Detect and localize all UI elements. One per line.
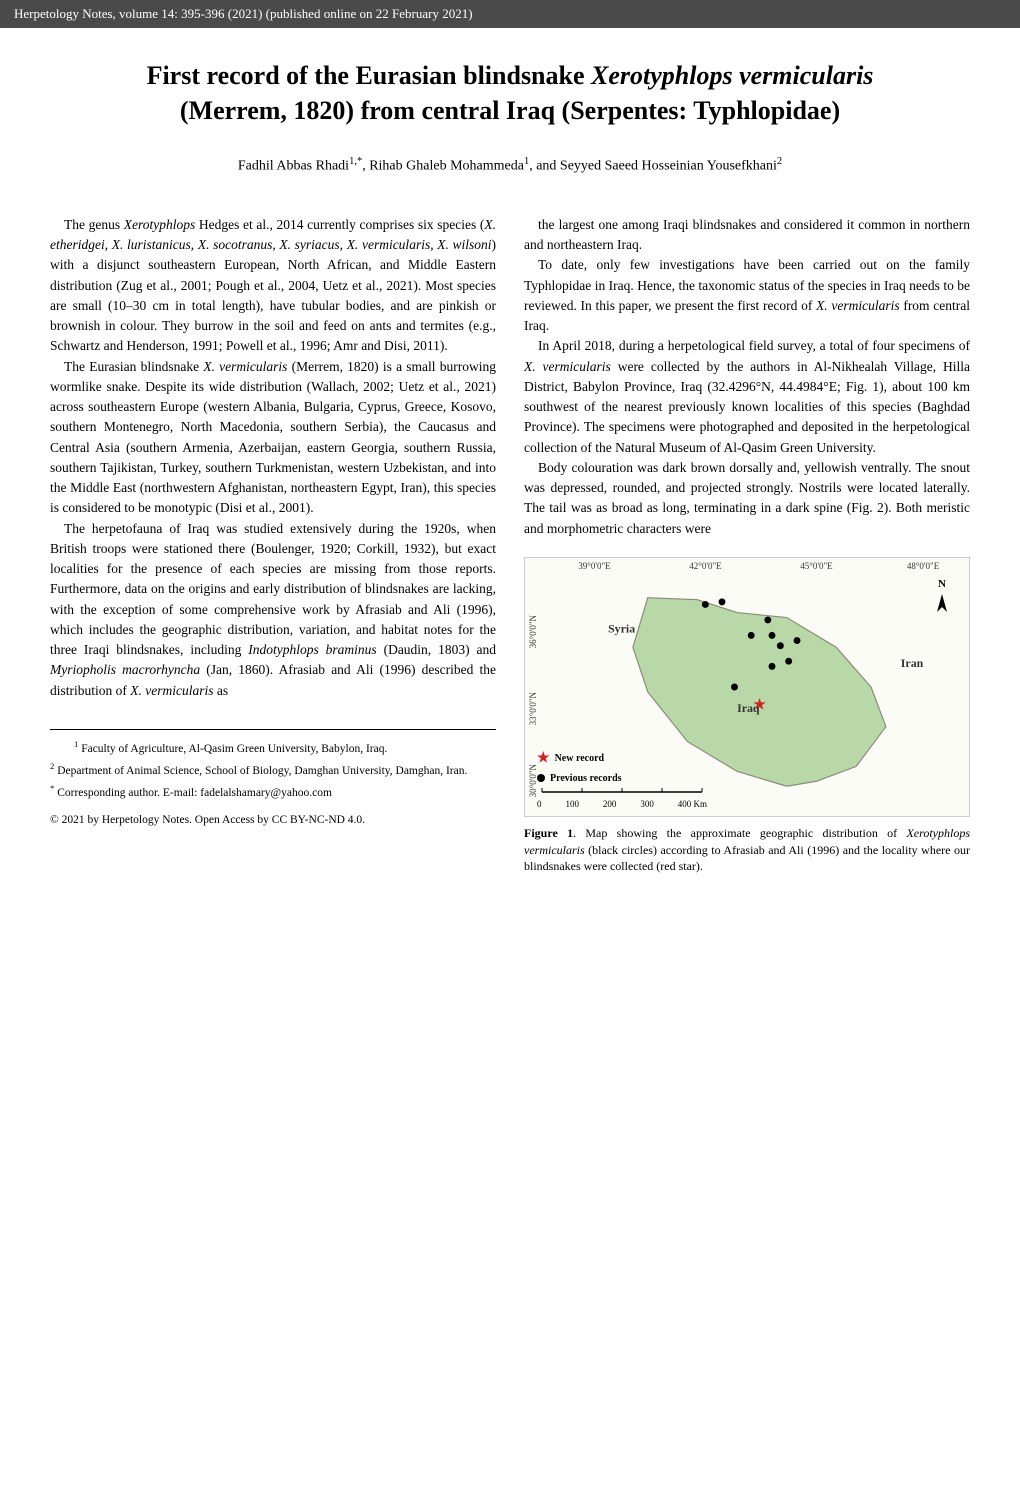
right-column: the largest one among Iraqi blindsnakes … xyxy=(524,215,970,875)
authors-line: Fadhil Abbas Rhadi1,*, Rihab Ghaleb Moha… xyxy=(50,156,970,175)
title-line-2: (Merrem, 1820) from central Iraq (Serpen… xyxy=(180,96,840,125)
scale-2: 200 xyxy=(603,798,617,812)
coord-top-0: 39°0'0"E xyxy=(578,560,610,574)
figure-1-label: Figure 1 xyxy=(524,826,573,840)
legend-new-record: ★ New record xyxy=(537,748,622,769)
journal-header: Herpetology Notes, volume 14: 395-396 (2… xyxy=(0,0,1020,28)
title-line-1: First record of the Eurasian blindsnake … xyxy=(147,61,874,90)
scale-1: 100 xyxy=(565,798,579,812)
previous-record-point xyxy=(777,642,784,649)
previous-record-point xyxy=(719,598,726,605)
footnote-1: 1 Faculty of Agriculture, Al-Qasim Green… xyxy=(50,738,496,758)
coord-top-3: 48°0'0"E xyxy=(907,560,939,574)
star-icon: ★ xyxy=(537,748,550,769)
two-column-body: The genus Xerotyphlops Hedges et al., 20… xyxy=(50,215,970,875)
north-arrow-icon xyxy=(933,592,951,616)
scale-3: 300 xyxy=(640,798,654,812)
previous-record-point xyxy=(769,663,776,670)
para-r2: To date, only few investigations have be… xyxy=(524,255,970,336)
previous-record-point xyxy=(764,616,771,623)
para-r4: Body colouration was dark brown dorsally… xyxy=(524,458,970,539)
left-column: The genus Xerotyphlops Hedges et al., 20… xyxy=(50,215,496,875)
journal-line: Herpetology Notes, volume 14: 395-396 (2… xyxy=(14,6,473,21)
iraq-shape xyxy=(633,598,886,787)
scale-0: 0 xyxy=(537,798,542,812)
map-container: ★ Syria Iraq Iran 39°0'0"E 42°0'0"E 45°0… xyxy=(524,557,970,817)
previous-record-point xyxy=(785,658,792,665)
figure-1-caption: Figure 1. Map showing the approximate ge… xyxy=(524,825,970,875)
article-title: First record of the Eurasian blindsnake … xyxy=(50,58,970,128)
coord-top-2: 45°0'0"E xyxy=(800,560,832,574)
para-r3: In April 2018, during a herpetological f… xyxy=(524,336,970,458)
scale-4: 400 Km xyxy=(678,798,707,812)
footnote-2: 2 Department of Animal Science, School o… xyxy=(50,760,496,780)
coord-left-0: 36°0'0"N xyxy=(527,615,541,648)
previous-record-point xyxy=(794,637,801,644)
para-r1: the largest one among Iraqi blindsnakes … xyxy=(524,215,970,256)
figure-1: ★ Syria Iraq Iran 39°0'0"E 42°0'0"E 45°0… xyxy=(524,557,970,875)
page-content: First record of the Eurasian blindsnake … xyxy=(0,28,1020,915)
scalebar-svg xyxy=(537,782,707,796)
figure-1-caption-text: . Map showing the approximate geographic… xyxy=(524,826,970,874)
north-label: N xyxy=(938,578,946,590)
copyright-line: © 2021 by Herpetology Notes. Open Access… xyxy=(50,812,496,829)
previous-record-point xyxy=(702,601,709,608)
para-2: The Eurasian blindsnake X. vermicularis … xyxy=(50,357,496,519)
coord-top-1: 42°0'0"E xyxy=(689,560,721,574)
previous-record-point xyxy=(769,632,776,639)
corresponding-author: * Corresponding author. E-mail: fadelals… xyxy=(50,782,496,802)
para-3: The herpetofauna of Iraq was studied ext… xyxy=(50,519,496,701)
legend-new-label: New record xyxy=(555,751,605,766)
coord-left-1: 33°0'0"N xyxy=(527,692,541,725)
label-iraq: Iraq xyxy=(737,701,760,715)
scalebar: 0 100 200 300 400 Km xyxy=(537,782,707,812)
label-syria: Syria xyxy=(608,621,635,635)
previous-record-point xyxy=(731,683,738,690)
para-1: The genus Xerotyphlops Hedges et al., 20… xyxy=(50,215,496,357)
north-arrow: N xyxy=(933,576,951,622)
label-iran: Iran xyxy=(901,656,924,670)
previous-record-point xyxy=(748,632,755,639)
footnotes: 1 Faculty of Agriculture, Al-Qasim Green… xyxy=(50,729,496,802)
